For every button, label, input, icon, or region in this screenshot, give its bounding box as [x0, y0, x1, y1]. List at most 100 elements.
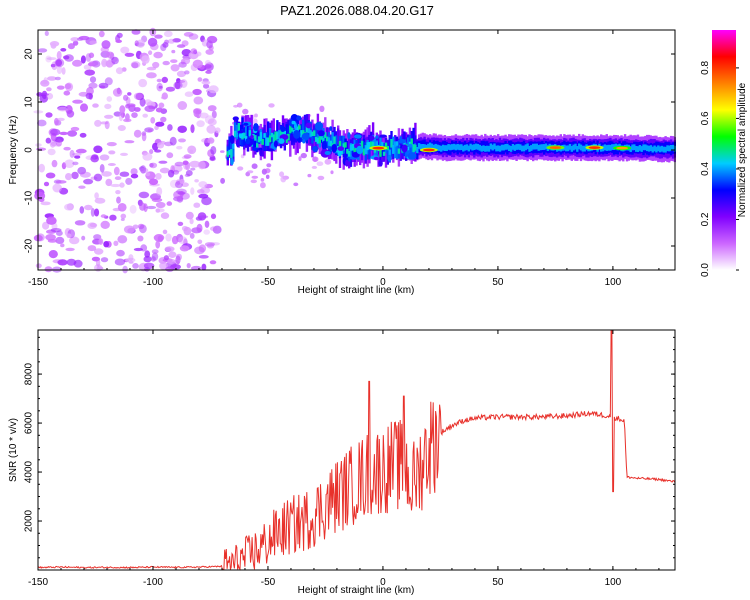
noise-cell	[124, 140, 135, 144]
noise-cell	[207, 118, 217, 126]
band-cell	[414, 135, 417, 150]
noise-cell	[167, 258, 176, 265]
noise-cell	[45, 137, 51, 144]
colorbar-tick-label: 0.6	[700, 111, 711, 125]
band-cell	[427, 143, 430, 150]
noise-cell	[98, 30, 105, 38]
band-cell	[325, 127, 329, 145]
noise-cell	[54, 58, 65, 68]
heatmap-noise-region	[33, 27, 334, 274]
band-cell	[331, 132, 334, 147]
x-tick-label: 0	[380, 277, 386, 288]
noise-cell	[198, 181, 208, 188]
noise-cell	[113, 166, 120, 176]
noise-cell	[104, 77, 113, 86]
band-cell	[316, 137, 320, 144]
noise-cell	[193, 108, 202, 115]
peak-spot	[616, 146, 629, 150]
band-cell	[471, 144, 474, 151]
x-tick-label: -100	[143, 277, 163, 288]
noise-cell	[152, 142, 159, 151]
band-blob	[318, 130, 325, 137]
noise-cell	[174, 81, 181, 90]
band-cell	[601, 145, 605, 152]
noise-cell	[220, 177, 226, 184]
figure-title: PAZ1.2026.088.04.20.G17	[280, 3, 434, 18]
band-cell	[268, 128, 272, 141]
band-blob	[401, 144, 408, 153]
band-cell	[445, 145, 448, 151]
noise-cell	[237, 166, 244, 171]
noise-cell	[114, 176, 122, 181]
noise-cell	[134, 40, 139, 47]
noise-cell	[190, 124, 195, 134]
band-cell	[399, 137, 402, 161]
band-cell	[329, 140, 332, 147]
band-cell	[478, 144, 481, 151]
band-cell	[327, 137, 331, 146]
band-cell	[434, 143, 437, 150]
band-cell	[436, 144, 439, 151]
band-cell	[267, 137, 270, 146]
band-cell	[268, 135, 272, 143]
band-blob	[373, 156, 379, 161]
band-cell	[638, 145, 642, 151]
band-cell	[539, 144, 542, 151]
noise-cell	[130, 173, 139, 179]
band-cell	[303, 114, 307, 142]
noise-cell	[205, 70, 212, 74]
noise-cell	[190, 48, 198, 55]
noise-cell	[129, 204, 137, 214]
band-cell	[432, 144, 435, 151]
band-cell	[513, 145, 516, 151]
band-cell	[423, 144, 426, 150]
noise-cell	[104, 114, 114, 119]
noise-cell	[45, 112, 53, 118]
noise-cell	[99, 164, 105, 173]
noise-cell	[186, 263, 191, 269]
noise-cell	[48, 250, 58, 259]
noise-cell	[169, 136, 177, 146]
noise-cell	[100, 214, 107, 218]
band-blob	[347, 132, 351, 140]
band-cell	[508, 145, 511, 151]
band-cell	[504, 144, 507, 150]
noise-cell	[298, 156, 302, 162]
noise-cell	[164, 39, 169, 45]
noise-cell	[136, 39, 145, 48]
noise-cell	[40, 80, 49, 85]
band-cell	[261, 139, 264, 145]
snr-panel: -150 -100 -50 0 50 100 2000 4000 6000 8000 Heigh…	[8, 268, 676, 596]
band-cell	[460, 144, 463, 150]
noise-cell	[64, 159, 75, 168]
peak-spot	[549, 146, 562, 150]
band-cell	[482, 145, 485, 152]
band-cell	[338, 140, 342, 148]
noise-cell	[193, 202, 201, 208]
noise-cell	[210, 213, 217, 220]
noise-cell	[149, 162, 158, 169]
snr-xlabel: Height of straight line (km)	[298, 585, 415, 596]
band-cell	[259, 132, 263, 141]
band-cell	[511, 144, 515, 150]
noise-cell	[50, 228, 62, 233]
band-cell	[522, 145, 526, 152]
band-cell	[636, 146, 640, 152]
y-tick-label: 10	[24, 96, 35, 108]
noise-cell	[45, 234, 56, 241]
band-cell	[394, 141, 397, 147]
band-blob	[252, 147, 258, 151]
noise-cell	[109, 214, 117, 221]
noise-cell	[112, 88, 123, 97]
band-cell	[469, 143, 472, 150]
band-blob	[329, 126, 333, 131]
noise-cell	[250, 179, 257, 184]
band-cell	[375, 141, 378, 147]
noise-cell	[105, 60, 114, 68]
band-cell	[486, 145, 489, 152]
band-cell	[257, 136, 261, 143]
noise-cell	[177, 125, 187, 133]
noise-cell	[75, 148, 87, 154]
band-cell	[649, 145, 653, 151]
band-cell	[353, 148, 356, 155]
